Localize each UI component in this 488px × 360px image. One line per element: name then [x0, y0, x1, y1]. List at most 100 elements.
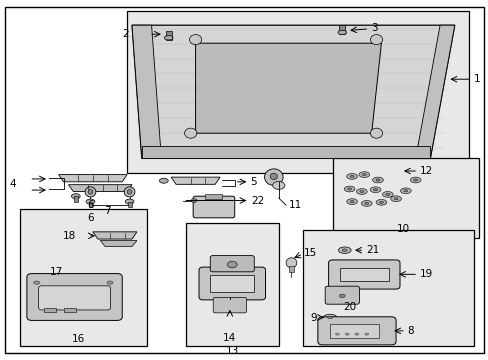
Bar — [63, 308, 76, 312]
Ellipse shape — [372, 177, 383, 183]
Ellipse shape — [339, 294, 345, 298]
Ellipse shape — [349, 201, 353, 203]
Ellipse shape — [85, 187, 96, 197]
Ellipse shape — [356, 189, 366, 194]
Ellipse shape — [370, 128, 382, 138]
Ellipse shape — [369, 187, 380, 193]
Polygon shape — [93, 232, 137, 239]
Ellipse shape — [362, 174, 366, 176]
Polygon shape — [100, 240, 137, 247]
Ellipse shape — [227, 261, 237, 268]
Ellipse shape — [327, 316, 332, 319]
Bar — [303, 230, 473, 346]
Text: 3: 3 — [371, 23, 378, 33]
Polygon shape — [59, 175, 127, 182]
Ellipse shape — [409, 177, 420, 183]
FancyBboxPatch shape — [27, 274, 122, 320]
Text: 4: 4 — [10, 179, 17, 189]
Ellipse shape — [344, 186, 354, 192]
Bar — [205, 194, 222, 199]
Ellipse shape — [385, 193, 389, 195]
Text: 16: 16 — [71, 334, 85, 344]
Ellipse shape — [272, 181, 284, 189]
Ellipse shape — [358, 172, 369, 177]
Ellipse shape — [403, 190, 407, 192]
Ellipse shape — [127, 189, 132, 194]
FancyBboxPatch shape — [213, 297, 246, 313]
Ellipse shape — [347, 188, 351, 190]
Ellipse shape — [86, 199, 95, 204]
Ellipse shape — [34, 281, 40, 284]
Bar — [165, 31, 171, 40]
Text: 9: 9 — [309, 312, 316, 323]
Ellipse shape — [361, 201, 371, 206]
Text: 21: 21 — [365, 245, 378, 255]
Ellipse shape — [379, 201, 383, 203]
Ellipse shape — [393, 198, 397, 200]
Ellipse shape — [159, 178, 168, 183]
Ellipse shape — [413, 179, 417, 181]
Ellipse shape — [269, 173, 277, 180]
Ellipse shape — [364, 333, 368, 335]
Ellipse shape — [337, 30, 346, 35]
Ellipse shape — [285, 258, 296, 268]
Ellipse shape — [373, 189, 377, 191]
Bar — [339, 25, 345, 34]
Text: 18: 18 — [62, 231, 76, 241]
Ellipse shape — [342, 249, 346, 252]
Text: 22: 22 — [250, 195, 264, 206]
Bar — [74, 196, 78, 202]
Ellipse shape — [349, 175, 353, 177]
Ellipse shape — [107, 281, 113, 284]
Ellipse shape — [382, 192, 392, 197]
Bar — [127, 11, 468, 173]
FancyBboxPatch shape — [39, 286, 110, 310]
Polygon shape — [68, 185, 132, 192]
Bar — [329, 324, 378, 338]
Bar — [288, 266, 293, 272]
Bar — [20, 209, 146, 346]
Ellipse shape — [88, 189, 93, 194]
Ellipse shape — [125, 199, 134, 204]
Text: 6: 6 — [87, 213, 94, 223]
Text: 12: 12 — [419, 166, 432, 176]
Bar — [44, 308, 56, 312]
Polygon shape — [195, 43, 381, 133]
Bar — [142, 146, 429, 158]
Ellipse shape — [323, 314, 336, 321]
FancyBboxPatch shape — [193, 196, 234, 218]
FancyBboxPatch shape — [199, 267, 265, 300]
FancyBboxPatch shape — [317, 317, 395, 345]
Ellipse shape — [345, 333, 348, 335]
Text: 20: 20 — [343, 302, 355, 312]
Text: 7: 7 — [104, 206, 111, 216]
FancyBboxPatch shape — [210, 256, 254, 272]
Ellipse shape — [346, 199, 357, 204]
Ellipse shape — [164, 36, 173, 40]
Polygon shape — [132, 25, 454, 158]
Ellipse shape — [359, 190, 363, 193]
Polygon shape — [415, 25, 454, 158]
Ellipse shape — [346, 174, 357, 179]
Text: 2: 2 — [122, 29, 128, 39]
Bar — [210, 275, 254, 292]
Ellipse shape — [189, 35, 202, 45]
Text: 13: 13 — [225, 346, 239, 356]
Text: 1: 1 — [472, 74, 479, 84]
Ellipse shape — [400, 188, 410, 194]
Text: 14: 14 — [223, 333, 236, 343]
Text: 15: 15 — [304, 248, 317, 258]
Bar — [127, 202, 131, 207]
Ellipse shape — [184, 128, 196, 138]
Ellipse shape — [390, 196, 401, 202]
Ellipse shape — [375, 199, 386, 205]
Text: 5: 5 — [250, 177, 257, 187]
Bar — [339, 268, 388, 281]
Ellipse shape — [264, 169, 283, 185]
Ellipse shape — [191, 199, 197, 202]
Ellipse shape — [375, 179, 379, 181]
FancyBboxPatch shape — [328, 260, 399, 289]
Text: 8: 8 — [407, 326, 413, 336]
Text: 17: 17 — [49, 267, 63, 277]
Text: 11: 11 — [288, 200, 301, 210]
